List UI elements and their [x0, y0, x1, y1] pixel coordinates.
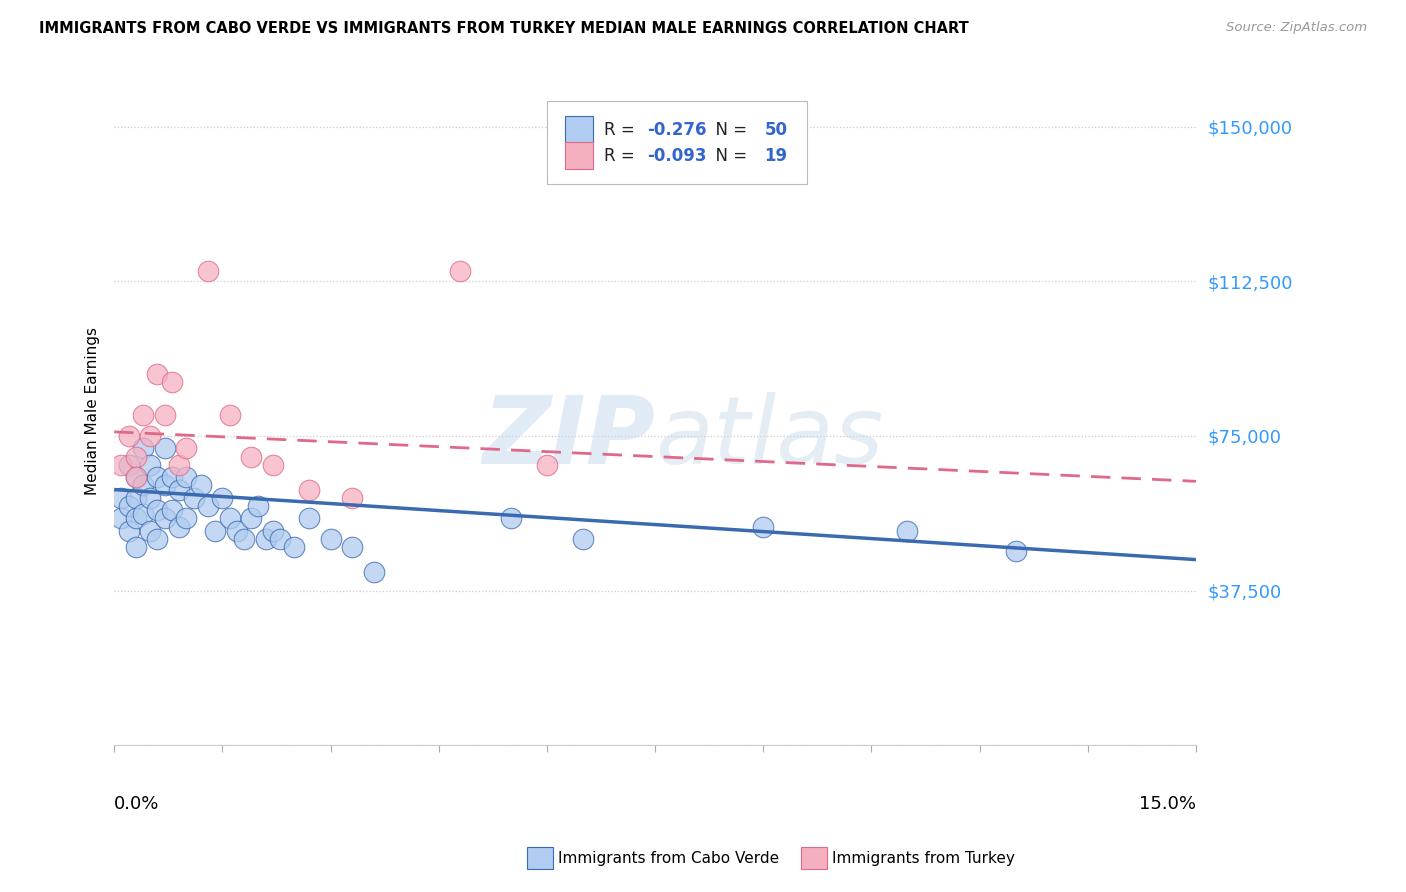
Point	[183, 491, 205, 505]
Text: N =: N =	[704, 120, 752, 138]
Point	[218, 409, 240, 423]
Point	[225, 524, 247, 538]
Point	[132, 508, 155, 522]
Point	[896, 524, 918, 538]
Point	[110, 511, 132, 525]
Point	[176, 442, 198, 456]
Point	[240, 511, 263, 525]
Point	[211, 491, 233, 505]
Point	[254, 532, 277, 546]
Point	[167, 483, 190, 497]
Point	[139, 458, 162, 472]
Point	[132, 409, 155, 423]
Point	[167, 458, 190, 472]
Point	[363, 565, 385, 579]
Text: Immigrants from Turkey: Immigrants from Turkey	[832, 851, 1015, 865]
Point	[262, 458, 284, 472]
Point	[125, 450, 148, 464]
Point	[499, 511, 522, 525]
Point	[153, 442, 176, 456]
Point	[340, 491, 363, 505]
Point	[449, 264, 471, 278]
Point	[752, 519, 775, 533]
Point	[117, 458, 139, 472]
Point	[269, 532, 291, 546]
Point	[125, 540, 148, 554]
Point	[176, 511, 198, 525]
Point	[146, 367, 169, 381]
Point	[132, 478, 155, 492]
Point	[146, 532, 169, 546]
Point	[117, 499, 139, 513]
Point	[146, 503, 169, 517]
Point	[298, 511, 321, 525]
Y-axis label: Median Male Earnings: Median Male Earnings	[86, 327, 100, 495]
Point	[153, 478, 176, 492]
Point	[190, 478, 212, 492]
Point	[247, 499, 270, 513]
Bar	[565, 116, 593, 143]
Point	[160, 376, 183, 390]
Point	[153, 511, 176, 525]
Point	[536, 458, 558, 472]
FancyBboxPatch shape	[547, 101, 807, 185]
Point	[125, 491, 148, 505]
Point	[262, 524, 284, 538]
Point	[117, 524, 139, 538]
Point	[146, 470, 169, 484]
Bar	[565, 142, 593, 169]
Point	[233, 532, 256, 546]
Point	[139, 491, 162, 505]
Point	[167, 519, 190, 533]
Point	[139, 429, 162, 443]
Point	[218, 511, 240, 525]
Point	[110, 491, 132, 505]
Text: 19: 19	[765, 146, 787, 164]
Point	[160, 470, 183, 484]
Point	[125, 511, 148, 525]
Point	[153, 409, 176, 423]
Text: 15.0%: 15.0%	[1139, 795, 1197, 814]
Point	[283, 540, 305, 554]
Text: R =: R =	[605, 146, 640, 164]
Text: Source: ZipAtlas.com: Source: ZipAtlas.com	[1226, 21, 1367, 35]
Point	[125, 470, 148, 484]
Point	[319, 532, 342, 546]
Text: N =: N =	[704, 146, 752, 164]
Point	[1004, 544, 1026, 558]
Point	[340, 540, 363, 554]
Text: Immigrants from Cabo Verde: Immigrants from Cabo Verde	[558, 851, 779, 865]
Point	[125, 470, 148, 484]
Point	[117, 429, 139, 443]
Text: IMMIGRANTS FROM CABO VERDE VS IMMIGRANTS FROM TURKEY MEDIAN MALE EARNINGS CORREL: IMMIGRANTS FROM CABO VERDE VS IMMIGRANTS…	[39, 21, 969, 37]
Point	[240, 450, 263, 464]
Text: atlas: atlas	[655, 392, 883, 483]
Text: 0.0%: 0.0%	[114, 795, 159, 814]
Point	[139, 524, 162, 538]
Point	[197, 499, 219, 513]
Point	[572, 532, 595, 546]
Point	[160, 503, 183, 517]
Text: -0.093: -0.093	[648, 146, 707, 164]
Point	[132, 442, 155, 456]
Point	[110, 458, 132, 472]
Text: 50: 50	[765, 120, 787, 138]
Point	[197, 264, 219, 278]
Text: ZIP: ZIP	[482, 392, 655, 484]
Text: R =: R =	[605, 120, 640, 138]
Text: -0.276: -0.276	[648, 120, 707, 138]
Point	[298, 483, 321, 497]
Point	[176, 470, 198, 484]
Point	[204, 524, 226, 538]
